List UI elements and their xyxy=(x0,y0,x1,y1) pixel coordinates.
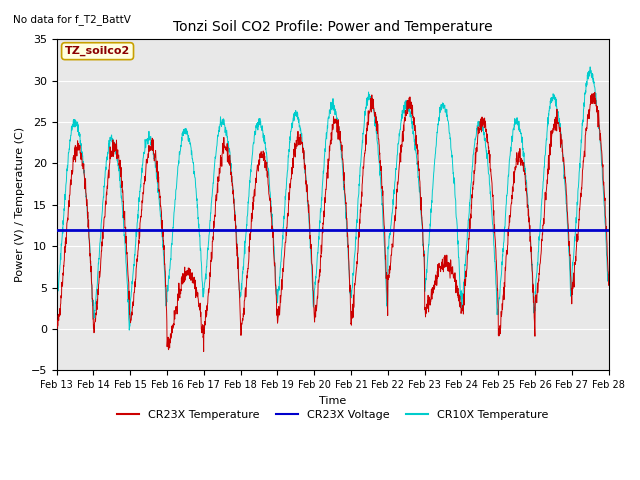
Y-axis label: Power (V) / Temperature (C): Power (V) / Temperature (C) xyxy=(15,127,25,282)
X-axis label: Time: Time xyxy=(319,396,346,406)
Title: Tonzi Soil CO2 Profile: Power and Temperature: Tonzi Soil CO2 Profile: Power and Temper… xyxy=(173,20,492,34)
Text: No data for f_T2_BattV: No data for f_T2_BattV xyxy=(13,14,131,25)
Legend: CR23X Temperature, CR23X Voltage, CR10X Temperature: CR23X Temperature, CR23X Voltage, CR10X … xyxy=(112,406,553,424)
Text: TZ_soilco2: TZ_soilco2 xyxy=(65,46,130,56)
